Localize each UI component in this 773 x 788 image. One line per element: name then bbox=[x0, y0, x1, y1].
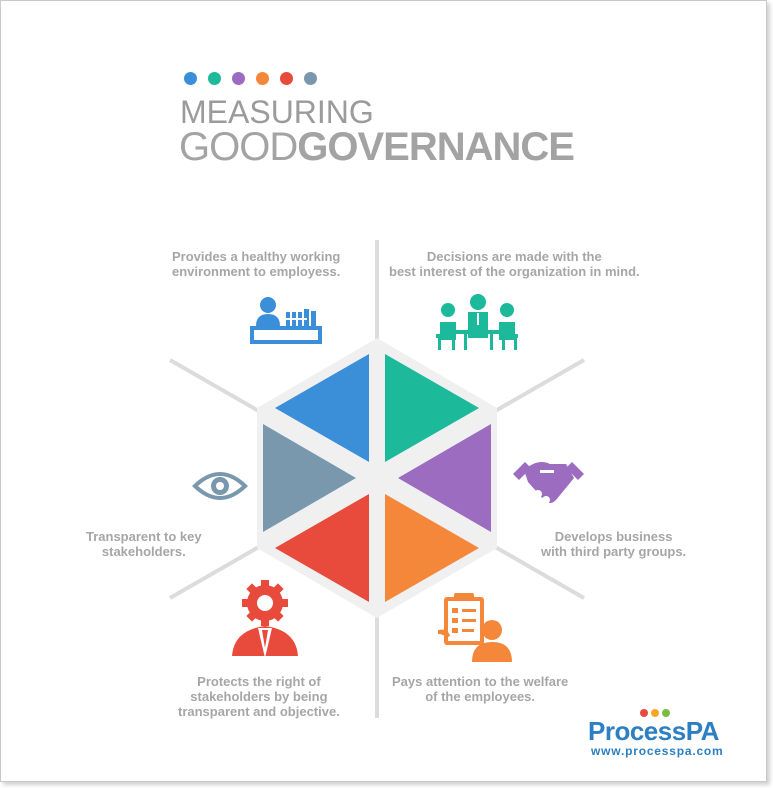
caption-purple: Develops business with third party group… bbox=[541, 529, 686, 559]
dot-blue bbox=[184, 72, 197, 85]
caption-blue-line2: environment to employess. bbox=[172, 264, 341, 279]
segment-purple bbox=[398, 424, 491, 532]
caption-slate-line2: stakeholders. bbox=[101, 544, 186, 559]
caption-purple-line2: with third party groups. bbox=[541, 544, 687, 559]
segment-slate bbox=[263, 424, 356, 532]
eye-icon bbox=[192, 472, 248, 500]
caption-green-line1: Decisions are made with the bbox=[426, 249, 602, 264]
caption-red-line3: transparent and objective. bbox=[178, 704, 340, 719]
dot-slate bbox=[304, 72, 317, 85]
title-good: GOOD bbox=[179, 125, 298, 169]
caption-red-line2: stakeholders by being bbox=[190, 689, 328, 704]
title-measuring: MEASURING bbox=[180, 94, 374, 130]
segment-green bbox=[385, 354, 479, 462]
handshake-icon bbox=[513, 462, 584, 504]
checklist-person-icon bbox=[438, 593, 512, 662]
logo-url[interactable]: www.processpa.com bbox=[591, 744, 724, 758]
caption-slate: Transparent to key stakeholders. bbox=[86, 529, 202, 559]
logo-dot-red bbox=[640, 709, 648, 717]
caption-blue: Provides a healthy working environment t… bbox=[172, 249, 340, 279]
processpa-logo: ProcessPA bbox=[588, 716, 719, 747]
dot-purple bbox=[232, 72, 245, 85]
caption-slate-line1: Transparent to key bbox=[86, 529, 202, 544]
meeting-icon bbox=[436, 294, 518, 350]
logo-process: Process bbox=[588, 716, 686, 746]
caption-red-line1: Protects the right of bbox=[197, 674, 321, 689]
logo-dots bbox=[640, 709, 670, 717]
caption-green-line2: best interest of the organization in min… bbox=[389, 264, 640, 279]
employee-desk-icon bbox=[250, 297, 322, 344]
title-good-governance: GOODGOVERNANCE bbox=[179, 125, 575, 170]
dot-green bbox=[208, 72, 221, 85]
title-governance: GOVERNANCE bbox=[297, 125, 575, 169]
caption-orange-line1: Pays attention to the welfare bbox=[392, 674, 569, 689]
caption-purple-line1: Develops business bbox=[554, 529, 673, 544]
caption-orange-line2: of the employees. bbox=[425, 689, 536, 704]
dot-orange bbox=[256, 72, 269, 85]
segment-red bbox=[275, 494, 369, 602]
dot-red bbox=[280, 72, 293, 85]
color-dots bbox=[184, 72, 317, 85]
segment-orange bbox=[385, 494, 479, 602]
caption-red: Protects the right of stakeholders by be… bbox=[178, 674, 340, 719]
logo-pa: PA bbox=[685, 716, 720, 746]
logo-dot-yellow bbox=[651, 709, 659, 717]
segment-blue bbox=[275, 354, 369, 462]
gear-person-icon bbox=[232, 580, 298, 658]
caption-blue-line1: Provides a healthy working bbox=[172, 249, 341, 264]
logo-dot-green bbox=[662, 709, 670, 717]
caption-orange: Pays attention to the welfare of the emp… bbox=[392, 674, 568, 704]
caption-green: Decisions are made with the best interes… bbox=[389, 249, 640, 279]
